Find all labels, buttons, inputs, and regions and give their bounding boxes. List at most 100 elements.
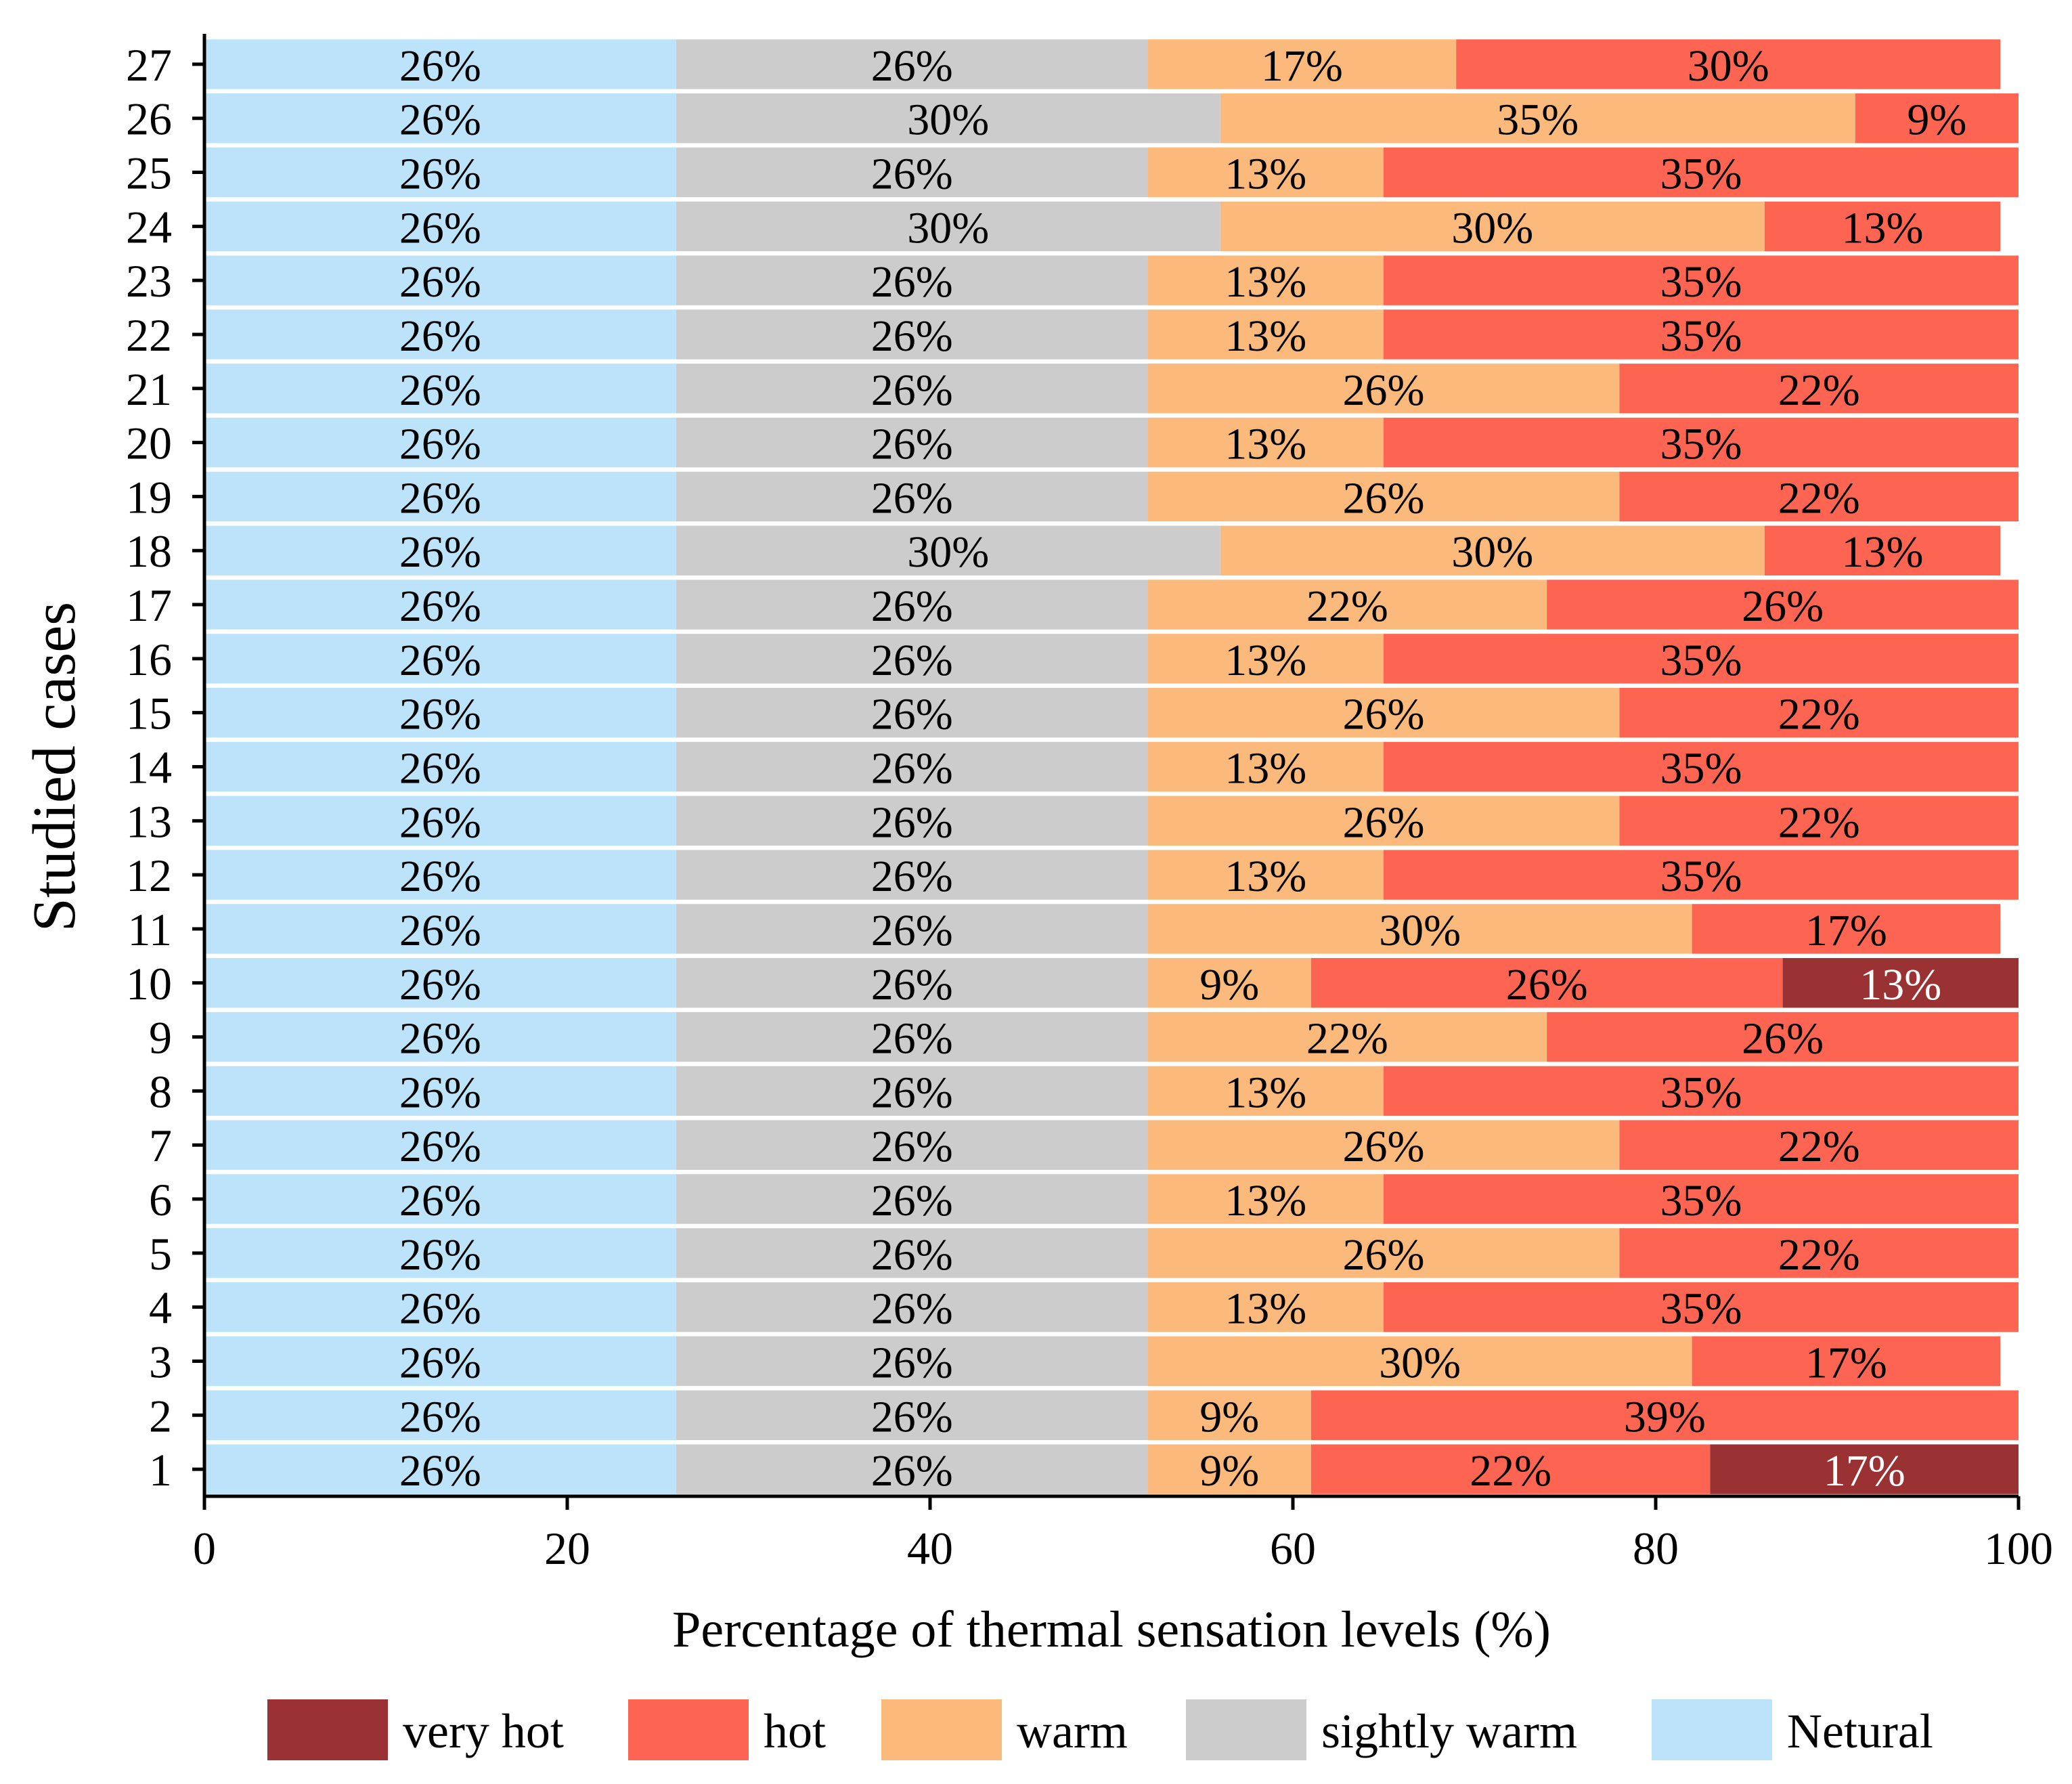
y-tick-label: 21 xyxy=(126,364,172,415)
y-tick-label: 14 xyxy=(126,742,172,793)
bar-segment xyxy=(204,850,676,900)
y-tick-label: 16 xyxy=(126,634,172,685)
y-tick-label: 7 xyxy=(149,1120,172,1171)
value-label: 30% xyxy=(1379,906,1461,955)
value-label: 35% xyxy=(1660,744,1742,793)
bar-segment xyxy=(1147,1228,1620,1278)
y-tick-label: 18 xyxy=(126,525,172,577)
bar-segment xyxy=(204,1336,676,1387)
bar-segment xyxy=(1310,958,1783,1008)
value-label: 26% xyxy=(399,1068,481,1117)
value-label: 26% xyxy=(399,41,481,91)
value-label: 26% xyxy=(871,1122,953,1171)
bar-segment xyxy=(1147,850,1384,900)
value-label: 26% xyxy=(399,420,481,469)
value-label: 35% xyxy=(1660,150,1742,199)
bar-segment xyxy=(1619,471,2019,522)
value-label: 13% xyxy=(1225,636,1306,685)
bar-segment xyxy=(1384,741,2019,792)
value-label: 26% xyxy=(871,1338,953,1387)
y-tick-label: 25 xyxy=(126,148,172,199)
bar-segment xyxy=(676,850,1148,900)
bar-segment xyxy=(1147,741,1384,792)
bar-segment xyxy=(204,1174,676,1224)
bar-segment xyxy=(1547,580,2019,630)
value-label: 13% xyxy=(1225,1068,1306,1117)
value-label: 9% xyxy=(1199,960,1259,1009)
bar-segment xyxy=(676,1336,1148,1387)
value-label: 26% xyxy=(399,1284,481,1334)
bar-segment xyxy=(676,741,1148,792)
value-label: 26% xyxy=(399,636,481,685)
bar-segment xyxy=(204,417,676,468)
bar-segment xyxy=(1147,634,1384,684)
bar-segment xyxy=(1619,1228,2019,1278)
value-label: 26% xyxy=(871,1392,953,1441)
value-label: 13% xyxy=(1859,960,1941,1009)
value-label: 22% xyxy=(1778,473,1860,523)
bar-segment xyxy=(1147,147,1384,198)
bar-segment xyxy=(1384,1282,2019,1332)
bar-segment xyxy=(676,39,1148,89)
bar-segment xyxy=(1384,147,2019,198)
value-label: 26% xyxy=(871,636,953,685)
value-label: 26% xyxy=(871,1176,953,1225)
value-label: 26% xyxy=(399,1176,481,1225)
value-label: 26% xyxy=(399,257,481,307)
legend-swatch xyxy=(1652,1699,1772,1760)
value-label: 26% xyxy=(399,150,481,199)
legend-label: Netural xyxy=(1787,1704,1933,1758)
bar-segment xyxy=(204,1011,676,1062)
value-label: 26% xyxy=(399,798,481,847)
legend-item: Netural xyxy=(1652,1699,1933,1760)
value-label: 35% xyxy=(1660,636,1742,685)
value-label: 26% xyxy=(399,366,481,415)
value-label: 26% xyxy=(399,473,481,523)
bar-segment xyxy=(676,1228,1148,1278)
value-label: 17% xyxy=(1261,41,1343,91)
bar-segment xyxy=(1147,1336,1692,1387)
x-tick-label: 60 xyxy=(1270,1523,1316,1574)
value-label: 13% xyxy=(1225,1176,1306,1225)
bar-segment xyxy=(1619,687,2019,738)
bar-segment xyxy=(1147,309,1384,360)
value-label: 30% xyxy=(907,203,989,253)
y-tick-label: 15 xyxy=(126,688,172,739)
bar-segment xyxy=(1764,525,2001,575)
bars-layer xyxy=(204,39,2019,1494)
value-label: 22% xyxy=(1778,1122,1860,1171)
bar-segment xyxy=(1710,1444,2019,1494)
bar-segment xyxy=(676,1174,1148,1224)
value-label: 26% xyxy=(1343,1122,1425,1171)
value-label: 26% xyxy=(1343,366,1425,415)
bar-segment xyxy=(1147,1174,1384,1224)
value-label: 26% xyxy=(1343,1230,1425,1280)
bar-segment xyxy=(204,634,676,684)
bar-segment xyxy=(204,958,676,1008)
value-label: 13% xyxy=(1225,744,1306,793)
y-tick-label: 12 xyxy=(126,850,172,901)
value-label: 26% xyxy=(399,1446,481,1496)
value-label: 35% xyxy=(1660,257,1742,307)
bar-segment xyxy=(204,1444,676,1494)
bar-segment xyxy=(204,1228,676,1278)
y-tick-label: 20 xyxy=(126,418,172,469)
y-tick-label: 27 xyxy=(126,39,172,91)
value-label: 26% xyxy=(871,744,953,793)
y-tick-label: 11 xyxy=(128,904,172,955)
value-label: 26% xyxy=(1742,582,1824,631)
bar-segment xyxy=(1384,634,2019,684)
value-label: 26% xyxy=(871,852,953,901)
value-label: 26% xyxy=(871,366,953,415)
value-label: 22% xyxy=(1470,1446,1551,1496)
x-tick-label: 80 xyxy=(1633,1523,1679,1574)
bar-segment xyxy=(204,525,676,575)
bar-segment xyxy=(676,634,1148,684)
y-tick-label: 26 xyxy=(126,93,172,145)
value-label: 26% xyxy=(871,41,953,91)
value-label: 9% xyxy=(1199,1392,1259,1441)
value-label: 26% xyxy=(871,420,953,469)
bar-segment xyxy=(1384,309,2019,360)
x-tick-label: 0 xyxy=(193,1523,216,1574)
value-label: 13% xyxy=(1225,150,1306,199)
